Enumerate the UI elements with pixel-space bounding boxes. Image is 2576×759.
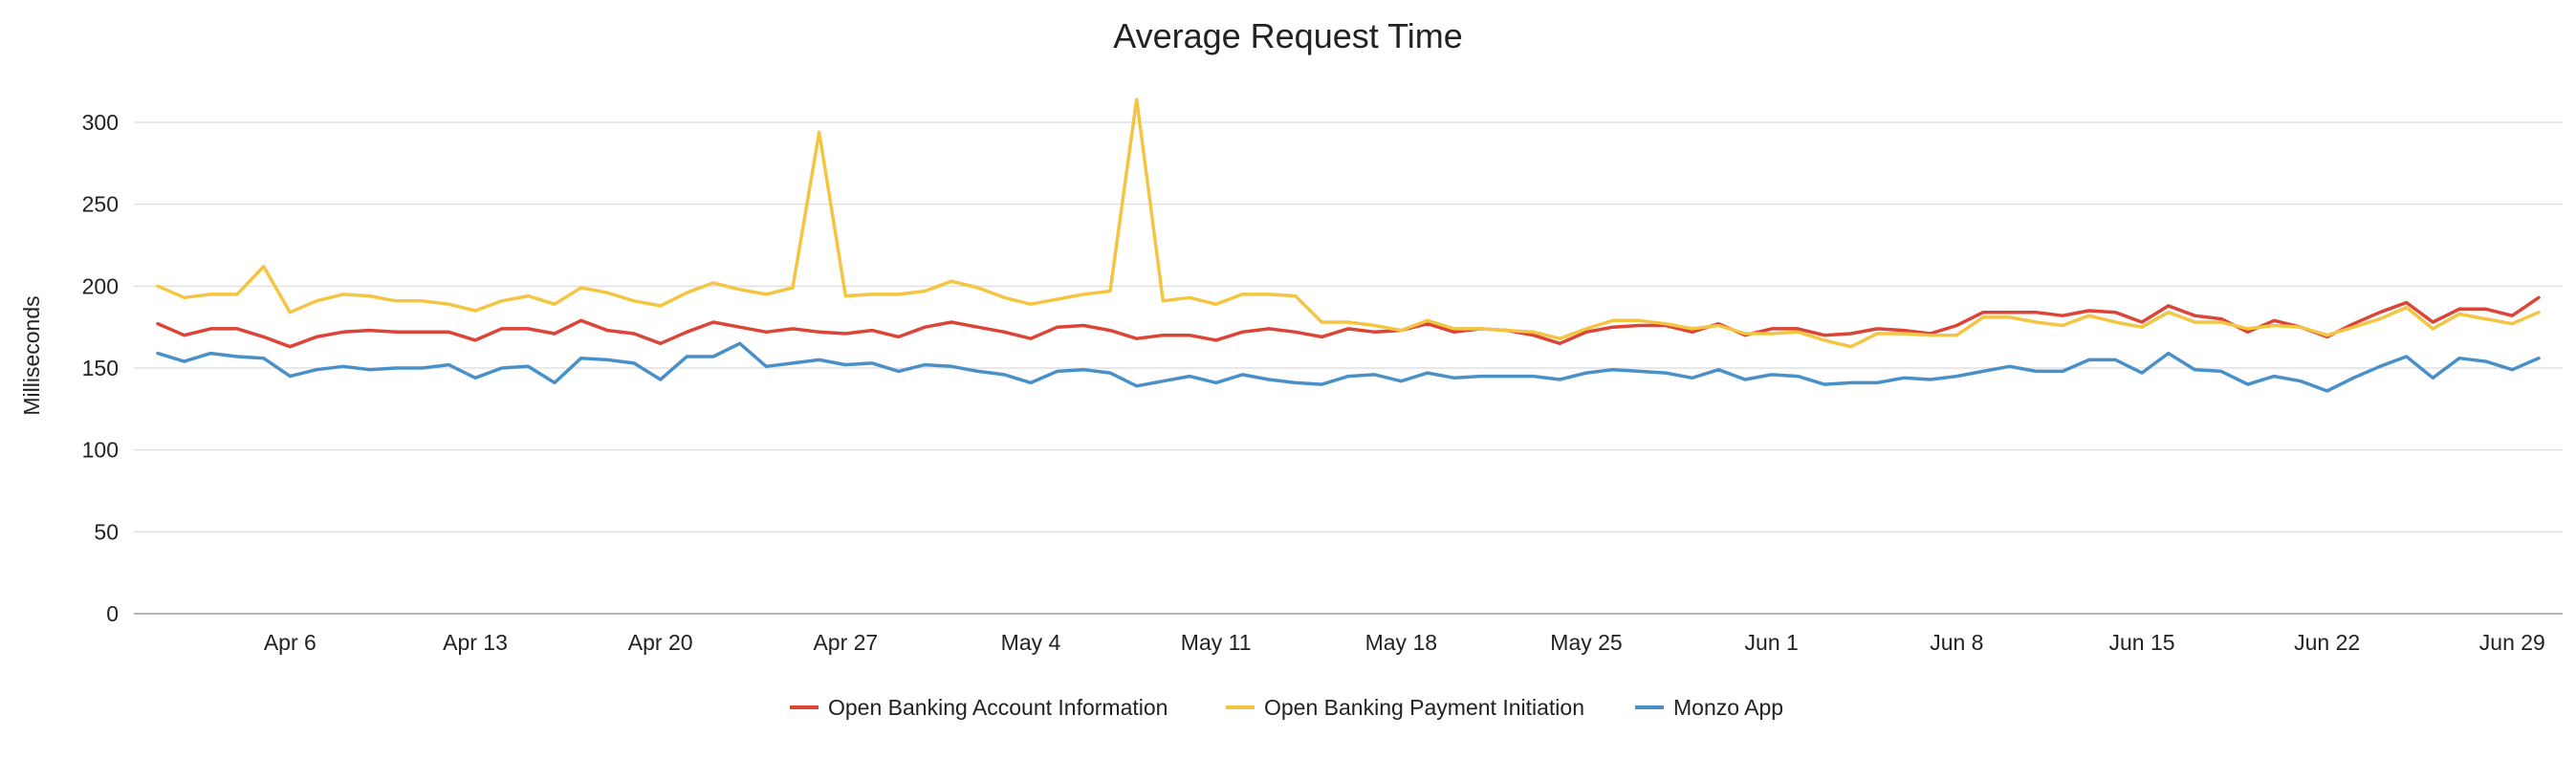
x-tick-label: Jun 22	[2294, 630, 2360, 655]
series-line-2	[156, 341, 2541, 393]
x-tick-label: May 18	[1365, 630, 1437, 655]
y-tick-label: 200	[82, 273, 119, 298]
x-tick-label: Apr 6	[264, 630, 317, 655]
x-tick-label: May 4	[1001, 630, 1061, 655]
y-axis-label: Milliseconds	[19, 295, 44, 415]
y-tick-label: 0	[106, 601, 119, 626]
y-tick-label: 100	[82, 438, 119, 463]
x-tick-label: Jun 8	[1930, 630, 1983, 655]
y-axis-ticks: 0 50 100 150 200 250 300	[82, 110, 119, 626]
gridlines	[134, 121, 2563, 533]
y-tick-label: 150	[82, 356, 119, 380]
legend-label: Open Banking Payment Initiation	[1264, 695, 1584, 720]
series-line-1	[156, 98, 2541, 349]
x-axis-ticks: Apr 6 Apr 13 Apr 20 Apr 27 May 4 May 11 May 18…	[264, 630, 2545, 655]
x-tick-label: Apr 13	[443, 630, 508, 655]
x-tick-label: May 25	[1550, 630, 1622, 655]
legend-label: Open Banking Account Information	[828, 695, 1168, 720]
legend-label: Monzo App	[1673, 695, 1783, 720]
y-tick-label: 300	[82, 110, 119, 135]
x-tick-label: Apr 20	[628, 630, 693, 655]
x-tick-label: May 11	[1181, 630, 1252, 655]
y-tick-label: 50	[94, 519, 119, 544]
legend: Open Banking Account Information Open Ban…	[790, 695, 1783, 720]
x-tick-label: Apr 27	[813, 630, 878, 655]
x-tick-label: Jun 1	[1745, 630, 1799, 655]
series-lines	[156, 98, 2541, 393]
chart-title: Average Request Time	[1113, 16, 1463, 55]
series-line-0	[156, 295, 2541, 349]
y-tick-label: 250	[82, 192, 119, 217]
x-tick-label: Jun 15	[2108, 630, 2174, 655]
x-tick-label: Jun 29	[2479, 630, 2545, 655]
